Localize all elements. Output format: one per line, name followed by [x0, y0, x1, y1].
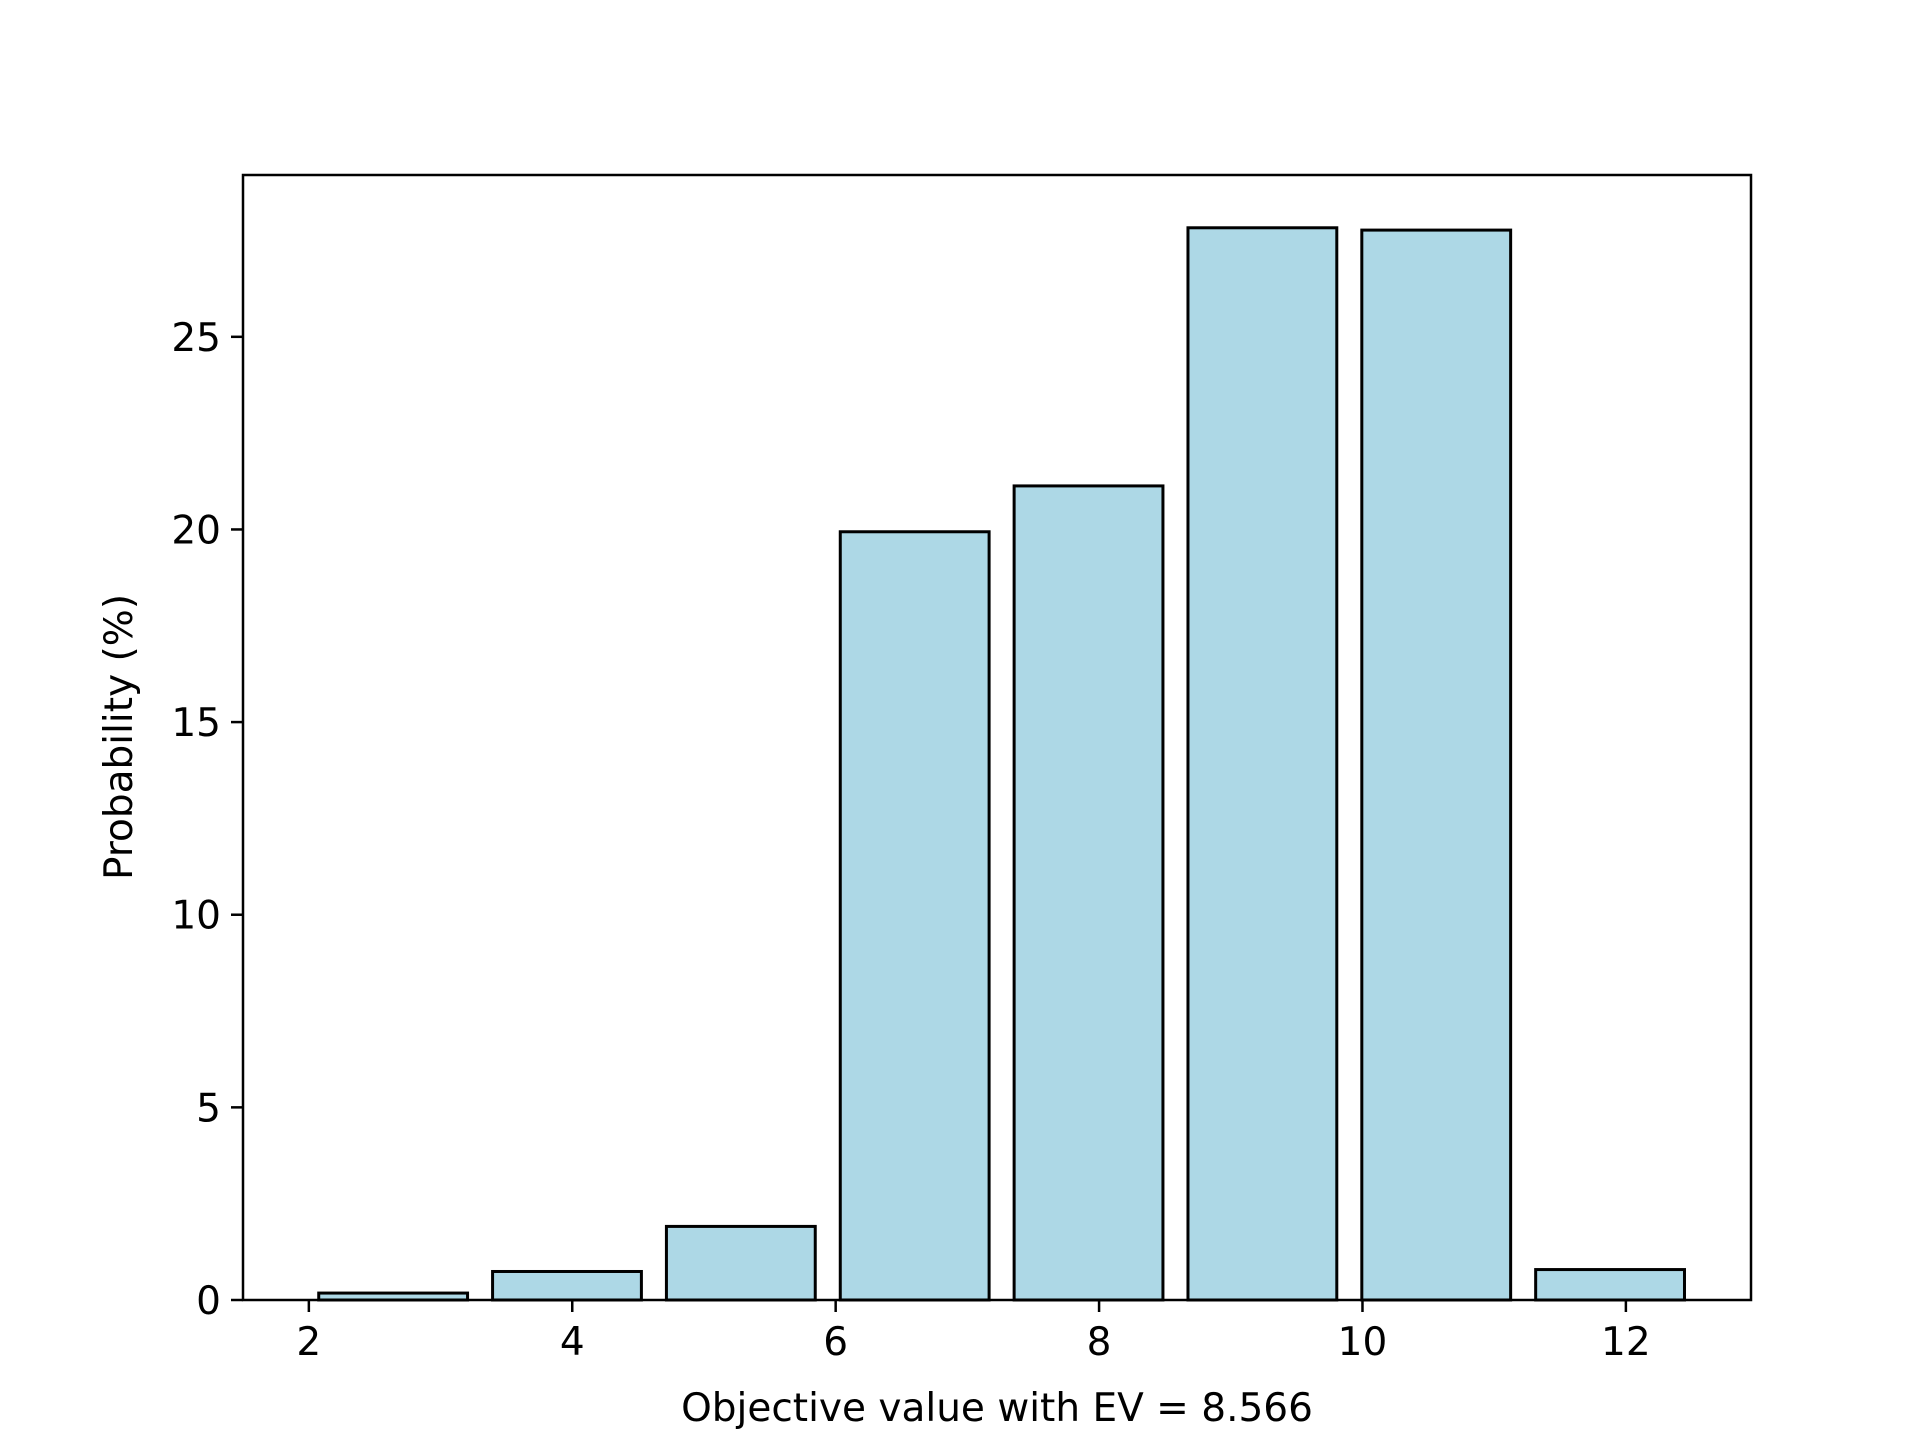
bar-7	[1360, 228, 1513, 1302]
bar-2	[491, 1269, 643, 1302]
x-axis-ticks: 2 4 6 8 10 12	[296, 1300, 1651, 1365]
y-axis-ticks: 0 5 10 15 20 25	[171, 316, 243, 1324]
y-axis-label: Probability (%)	[97, 594, 142, 880]
x-tick-label: 4	[560, 1320, 585, 1365]
y-tick-label: 20	[171, 508, 221, 553]
bar-4	[838, 530, 991, 1302]
y-tick-label: 25	[171, 316, 221, 361]
y-tick-label: 10	[171, 894, 221, 939]
x-axis-label: Objective value with EV = 8.566	[681, 1386, 1313, 1431]
bar-5	[1012, 484, 1165, 1302]
plot-frame	[241, 173, 1753, 1302]
x-tick-label: 8	[1087, 1320, 1112, 1365]
bars-layer	[317, 226, 1686, 1302]
x-tick-label: 2	[296, 1320, 321, 1365]
bar-3	[664, 1224, 817, 1302]
y-tick-label: 15	[171, 701, 221, 746]
x-tick-label: 12	[1601, 1320, 1651, 1365]
x-tick-label: 6	[823, 1320, 848, 1365]
bar-8	[1534, 1268, 1686, 1302]
x-tick-label: 10	[1338, 1320, 1388, 1365]
y-tick-label: 5	[196, 1086, 221, 1131]
bar-6	[1186, 226, 1339, 1302]
y-tick-label: 0	[196, 1279, 221, 1324]
